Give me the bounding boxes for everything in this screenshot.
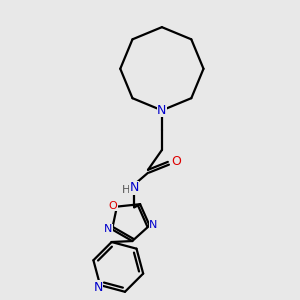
Text: H: H [122, 184, 130, 195]
Text: N: N [157, 104, 167, 117]
Text: N: N [130, 181, 139, 194]
Text: N: N [149, 220, 158, 230]
Text: N: N [104, 224, 112, 234]
Text: O: O [109, 201, 117, 211]
Text: N: N [93, 280, 103, 294]
Text: O: O [171, 155, 181, 168]
